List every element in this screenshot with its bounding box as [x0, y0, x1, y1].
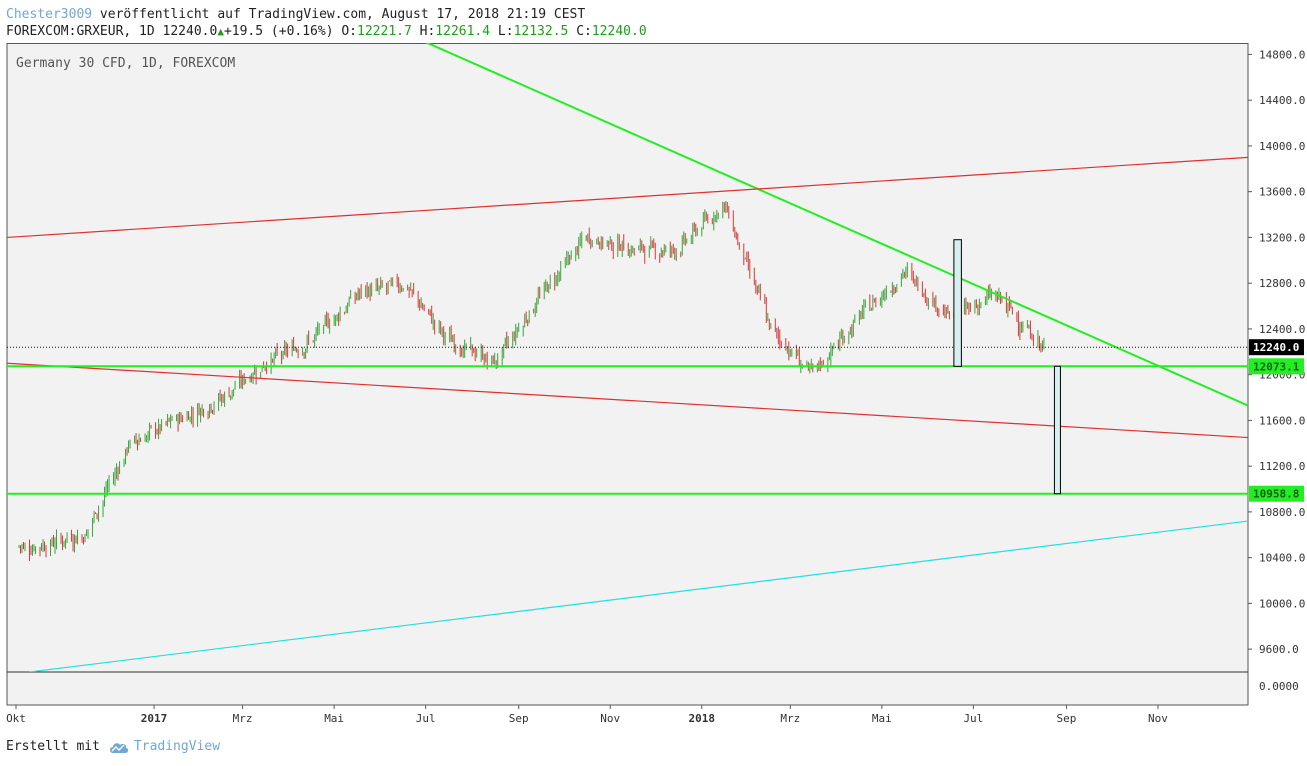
level-label — [1249, 358, 1304, 375]
last-price-label-text: 12240.0 — [1253, 341, 1299, 354]
x-tick-label: Okt — [6, 712, 26, 725]
last-price-label — [1249, 339, 1304, 356]
y-tick-label: 14000.0 — [1259, 140, 1305, 153]
y-tick-label: 12400.0 — [1259, 323, 1305, 336]
cloud-icon — [109, 743, 129, 753]
y-tick-label: 11600.0 — [1259, 414, 1305, 427]
x-tick-label: 2018 — [689, 712, 716, 725]
low-value: 12132.5 — [513, 24, 569, 39]
close-value: 12240.0 — [591, 24, 647, 39]
publish-line: Chester3009 veröffentlicht auf TradingVi… — [6, 6, 647, 23]
footer: Erstellt mit TradingView — [6, 738, 220, 756]
y-tick-label: 11200.0 — [1259, 460, 1305, 473]
x-tick-label: Jul — [416, 712, 436, 725]
price-chart[interactable]: Germany 30 CFD, 1D, FOREXCOM 14800.0 14400… — [0, 43, 1307, 733]
chart-area[interactable]: Germany 30 CFD, 1D, FOREXCOM 14800.0 14400… — [0, 43, 1307, 733]
plot-group — [7, 43, 1248, 672]
y-tick-label: 9600.0 — [1259, 643, 1299, 656]
x-tick-label: 2017 — [141, 712, 168, 725]
high-value: 12261.4 — [435, 24, 491, 39]
y-tick-label: 10800.0 — [1259, 506, 1305, 519]
tradingview-brand: TradingView — [133, 739, 221, 754]
trendline-green-down — [425, 43, 1248, 407]
chart-title: Germany 30 CFD, 1D, FOREXCOM — [16, 56, 235, 71]
projection-box — [953, 239, 962, 367]
projection-box — [1053, 365, 1061, 495]
y-tick-label: 13200.0 — [1259, 231, 1305, 244]
y-tick-label: 14800.0 — [1259, 48, 1305, 61]
trendline-cyan — [29, 520, 1248, 672]
open-label: O: — [341, 24, 358, 39]
level-label-text: 12073.1 — [1253, 360, 1300, 373]
price-pane-bg — [7, 43, 1248, 672]
change-value: +19.5 (+0.16%) — [223, 24, 334, 39]
x-tick-label: Nov — [600, 712, 620, 725]
open-value: 12221.7 — [357, 24, 412, 39]
volume-pane-bg — [7, 672, 1248, 705]
x-tick-label: Sep — [1056, 712, 1076, 725]
low-label: L: — [497, 24, 514, 39]
author-link[interactable]: Chester3009 — [6, 7, 93, 22]
tradingview-link[interactable]: TradingView — [108, 738, 220, 756]
trendline-red-lower — [7, 362, 1248, 439]
x-tick-label: Sep — [509, 712, 529, 725]
x-tick-label: Mai — [324, 712, 344, 725]
y-tick-label: 14400.0 — [1259, 94, 1305, 107]
close-label: C: — [576, 24, 592, 39]
created-with-text: Erstellt mit — [6, 739, 100, 754]
x-tick-label: Nov — [1148, 712, 1168, 725]
level-label — [1249, 485, 1304, 502]
level-label-text: 10958.8 — [1253, 488, 1299, 501]
y-tick-label: 10400.0 — [1259, 552, 1305, 565]
y-tick-label: 13600.0 — [1259, 186, 1305, 199]
x-tick-label: Mrz — [233, 712, 253, 725]
trendline-red-upper — [7, 156, 1248, 239]
volume-tick-label: 0.0000 — [1259, 680, 1299, 693]
x-tick-label: Mrz — [780, 712, 800, 725]
candles — [18, 201, 1045, 561]
high-label: H: — [419, 24, 436, 39]
ohlc-line: FOREXCOM:GRXEUR, 1D 12240.0▲+19.5 (+0.16… — [6, 23, 647, 40]
y-tick-label: 10000.0 — [1259, 597, 1305, 610]
chart-header: Chester3009 veröffentlicht auf TradingVi… — [6, 6, 647, 40]
y-tick-label: 12800.0 — [1259, 277, 1305, 290]
up-arrow-icon: ▲ — [217, 25, 224, 38]
published-text: veröffentlicht auf TradingView.com, Augu… — [99, 7, 586, 22]
x-tick-label: Jul — [963, 712, 983, 725]
x-tick-label: Mai — [872, 712, 892, 725]
symbol-line: FOREXCOM:GRXEUR, 1D 12240.0 — [6, 24, 218, 39]
